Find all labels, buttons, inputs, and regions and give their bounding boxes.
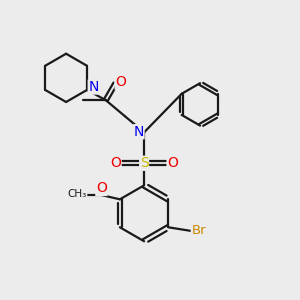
Text: S: S	[140, 156, 148, 170]
Text: Br: Br	[191, 224, 206, 237]
Text: O: O	[115, 75, 126, 89]
Text: N: N	[134, 125, 144, 139]
Text: CH₃: CH₃	[68, 189, 87, 199]
Text: N: N	[88, 80, 99, 94]
Text: O: O	[167, 156, 178, 170]
Text: O: O	[96, 182, 107, 195]
Text: O: O	[110, 156, 121, 170]
